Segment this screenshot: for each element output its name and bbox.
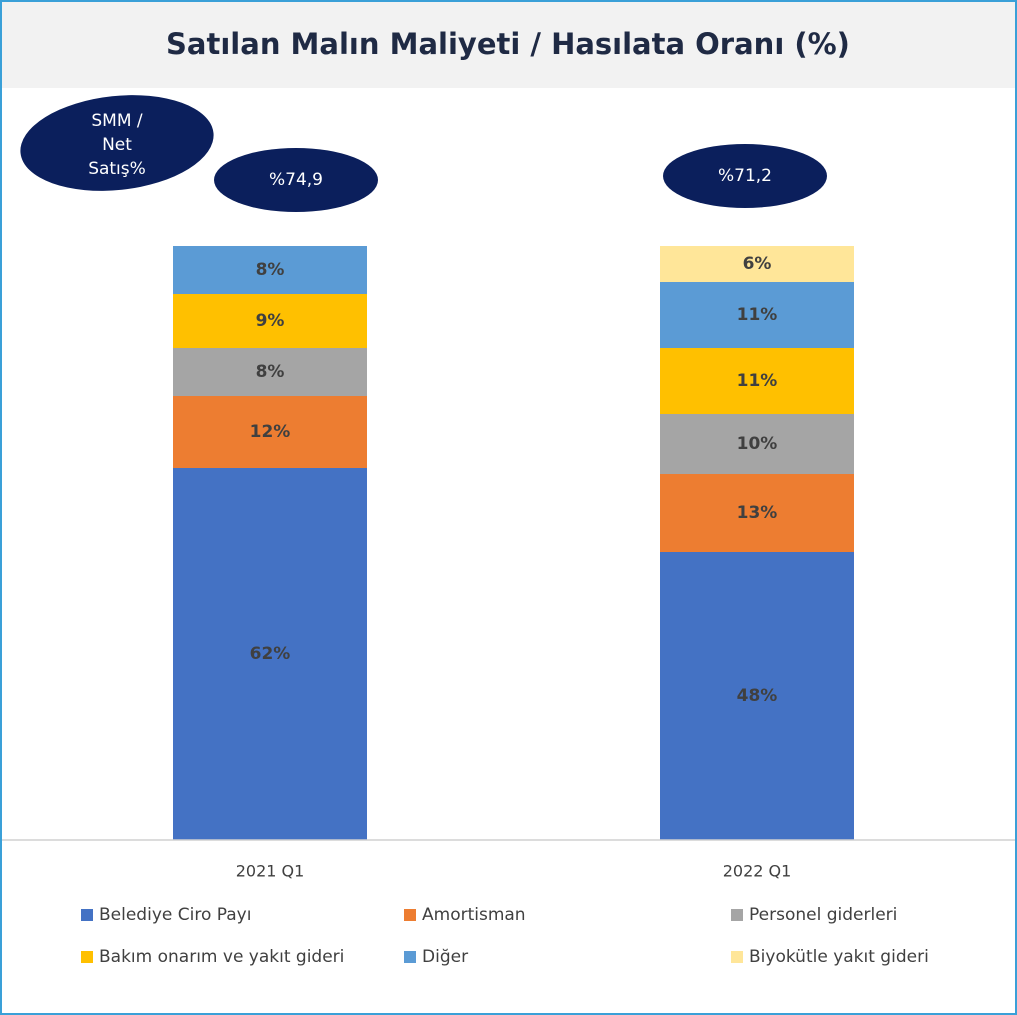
chart-title: Satılan Malın Maliyeti / Hasılata Oranı … (166, 27, 850, 61)
x-tick-label: 2021 Q1 (236, 862, 305, 881)
annotation-bubble (20, 95, 214, 191)
data-label: 8% (256, 362, 285, 382)
data-label: 11% (737, 371, 778, 391)
bar-segment (660, 552, 854, 840)
annotation-bubble (214, 148, 378, 212)
bar-segment (173, 348, 367, 396)
bar-segment (660, 246, 854, 282)
bar-segment (173, 396, 367, 468)
annotation-text: SMM / (91, 111, 143, 131)
legend-label: Bakım onarım ve yakıt gideri (99, 947, 344, 967)
legend-label: Amortisman (422, 905, 526, 925)
bar-segment (173, 246, 367, 294)
annotation-text: Satış% (88, 159, 146, 179)
data-label: 9% (256, 311, 285, 331)
legend-label: Biyokütle yakıt gideri (749, 947, 929, 967)
data-label: 8% (256, 260, 285, 280)
data-label: 10% (737, 434, 778, 454)
legend-swatch (404, 909, 416, 921)
data-label: 6% (743, 254, 772, 274)
bar-segment (173, 294, 367, 348)
annotation-text: %74,9 (269, 170, 323, 190)
data-label: 62% (250, 644, 291, 664)
bar-segment (660, 282, 854, 348)
annotation-bubble (663, 144, 827, 208)
x-tick-label: 2022 Q1 (723, 862, 792, 881)
bar-segment (660, 348, 854, 414)
annotation-text: Net (102, 135, 132, 155)
annotation-text: %71,2 (718, 166, 772, 186)
bar-segment (660, 414, 854, 474)
title-band (2, 2, 1015, 88)
legend-swatch (81, 951, 93, 963)
data-label: 48% (737, 686, 778, 706)
data-label: 11% (737, 305, 778, 325)
bar-segment (660, 474, 854, 552)
legend-swatch (731, 951, 743, 963)
data-label: 13% (737, 503, 778, 523)
legend-label: Personel giderleri (749, 905, 897, 925)
data-label: 12% (250, 422, 291, 442)
legend-swatch (731, 909, 743, 921)
bar-segment (173, 468, 367, 840)
legend-swatch (81, 909, 93, 921)
legend-label: Belediye Ciro Payı (99, 905, 251, 925)
legend-swatch (404, 951, 416, 963)
legend-label: Diğer (422, 947, 468, 967)
